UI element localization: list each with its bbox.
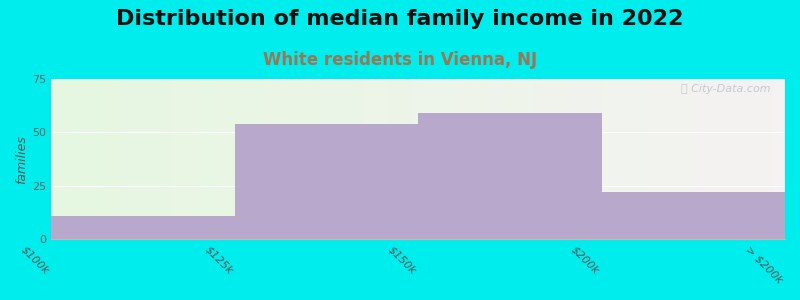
Y-axis label: families: families xyxy=(15,135,28,184)
Bar xyxy=(602,192,785,239)
Text: ⓘ City-Data.com: ⓘ City-Data.com xyxy=(681,84,770,94)
Text: White residents in Vienna, NJ: White residents in Vienna, NJ xyxy=(263,51,537,69)
Text: Distribution of median family income in 2022: Distribution of median family income in … xyxy=(116,9,684,29)
Bar xyxy=(51,216,234,239)
Bar xyxy=(234,124,418,239)
Bar xyxy=(418,113,602,239)
